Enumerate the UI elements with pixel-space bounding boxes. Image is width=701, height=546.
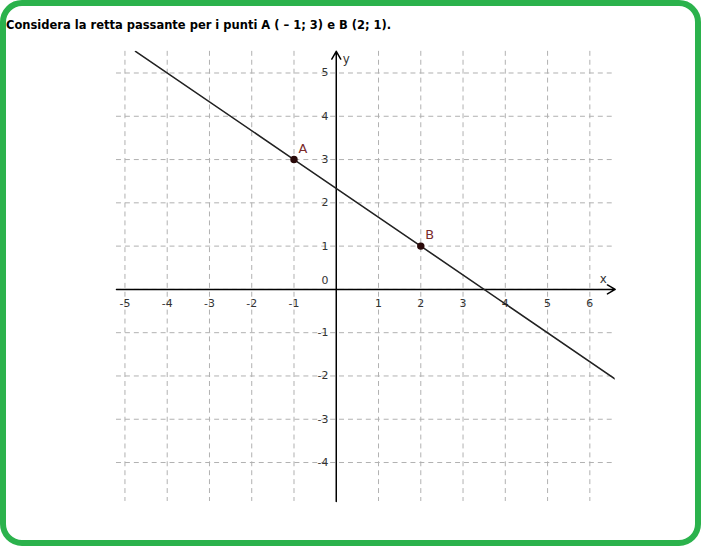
svg-text:3: 3 [460, 297, 467, 310]
html-text:Considera la retta passante pe: Considera la retta passante per i punti … [6, 18, 392, 32]
svg-text:2: 2 [417, 297, 424, 310]
svg-text:5: 5 [321, 66, 328, 79]
svg-text:A: A [299, 141, 308, 156]
svg-text:5: 5 [544, 297, 551, 310]
svg-text:2: 2 [321, 196, 328, 209]
svg-text:-4: -4 [317, 456, 328, 469]
svg-text:-5: -5 [120, 297, 131, 310]
svg-text:1: 1 [375, 297, 382, 310]
svg-text:3: 3 [321, 153, 328, 166]
svg-text:-2: -2 [246, 297, 257, 310]
svg-text:-3: -3 [204, 297, 215, 310]
svg-text:-2: -2 [317, 369, 328, 382]
svg-text:4: 4 [501, 296, 509, 310]
svg-text:-3: -3 [317, 413, 328, 426]
svg-text:x: x [600, 272, 607, 286]
svg-text:1: 1 [321, 240, 328, 253]
svg-text:-1: -1 [317, 326, 328, 339]
svg-text:y: y [343, 52, 350, 66]
svg-text:B: B [425, 227, 434, 242]
svg-text:-4: -4 [162, 297, 173, 310]
svg-text:6: 6 [586, 297, 593, 310]
svg-text:4: 4 [321, 110, 328, 123]
svg-text:0: 0 [321, 274, 328, 287]
svg-text:-1: -1 [289, 297, 300, 310]
